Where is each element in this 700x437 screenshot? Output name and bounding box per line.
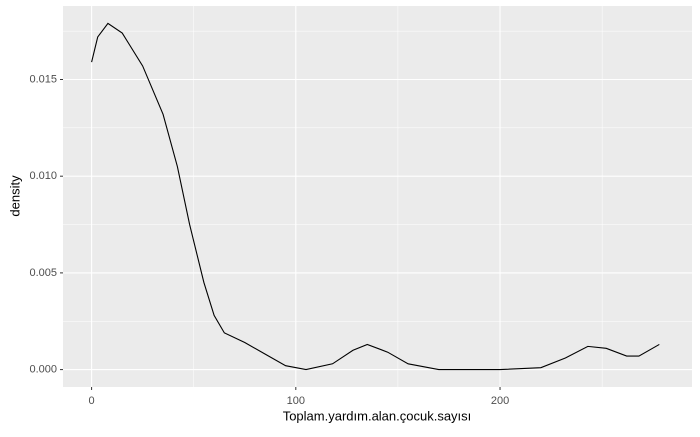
y-tick-label: 0.000: [29, 364, 57, 376]
x-axis-title: Toplam.yardım.alan.çocuk.sayısı: [283, 408, 472, 423]
x-tick-label: 200: [491, 395, 509, 407]
y-tick-label: 0.015: [29, 73, 57, 85]
y-tick-label: 0.010: [29, 170, 57, 182]
density-line: [91, 22, 660, 371]
y-axis-title: density: [7, 175, 22, 217]
y-tick-label: 0.005: [29, 267, 57, 279]
x-tick-label: 100: [287, 395, 305, 407]
x-tick-label: 0: [89, 395, 95, 407]
plot-panel: [63, 6, 692, 387]
